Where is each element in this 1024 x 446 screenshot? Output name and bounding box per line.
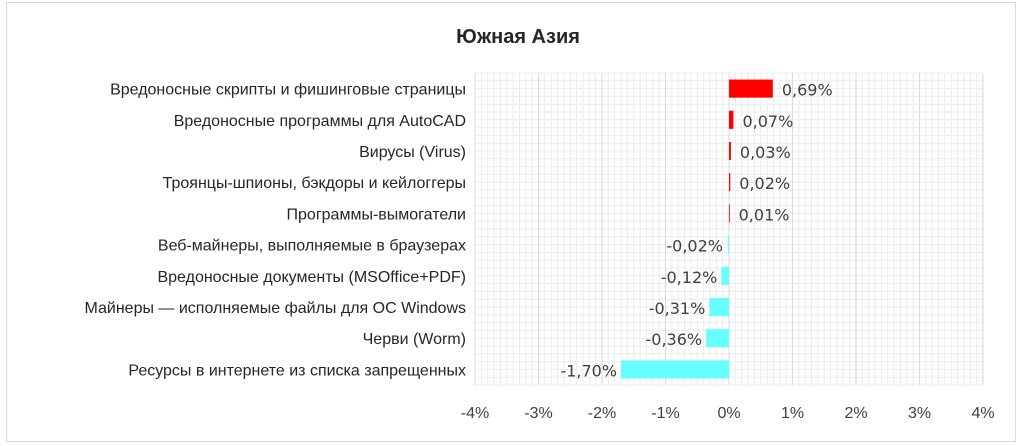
category-label: Майнеры — исполняемые файлы для ОС Windo… (84, 300, 466, 317)
value-label: -0,36% (646, 330, 703, 349)
x-tick-label: -4% (461, 405, 489, 422)
bar (729, 173, 731, 192)
x-tick-label: -3% (524, 405, 552, 422)
x-tick-label: -2% (588, 405, 616, 422)
value-label: -1,70% (560, 361, 617, 380)
bar (621, 360, 729, 379)
category-label: Вредоносные скрипты и фишинговые страниц… (110, 82, 466, 99)
bar (729, 204, 730, 223)
value-label: 0,03% (740, 143, 791, 162)
chart-value-labels: 0,69% 0,07% 0,03% 0,02% 0,01% -0,02% -0,12% -0,… (560, 81, 832, 381)
x-tick-label: 1% (781, 405, 804, 422)
bar (729, 79, 773, 98)
bar (721, 266, 729, 285)
value-label: -0,31% (649, 299, 706, 318)
bar (729, 110, 734, 129)
category-label: Черви (Worm) (363, 331, 466, 348)
value-label: 0,02% (739, 174, 790, 193)
value-label: 0,69% (782, 81, 833, 100)
category-label: Троянцы-шпионы, бэкдоры и кейлоггеры (163, 175, 466, 192)
chart-bars (621, 79, 773, 379)
category-label: Ресурсы в интернете из списка запрещенны… (128, 362, 466, 379)
chart-title: Южная Азия (456, 26, 580, 48)
bar (706, 329, 729, 348)
bar (729, 141, 731, 161)
value-label: -0,02% (666, 237, 723, 256)
category-label: Вредоносные программы для AutoCAD (174, 113, 466, 130)
chart-category-labels: Вредоносные скрипты и фишинговые страниц… (84, 82, 466, 380)
category-label: Вредоносные документы (MSOffice+PDF) (157, 269, 466, 286)
chart-frame (6, 2, 1016, 442)
value-label: -0,12% (661, 268, 718, 287)
bar (727, 235, 729, 254)
chart-x-ticks: -4% -3% -2% -1% 0% 1% 2% 3% 4% (461, 405, 995, 422)
category-label: Вирусы (Virus) (359, 144, 466, 161)
bar (709, 297, 729, 317)
value-label: 0,01% (739, 205, 790, 224)
x-tick-label: 4% (971, 405, 994, 422)
value-label: 0,07% (742, 112, 793, 131)
category-label: Веб-майнеры, выполняемые в браузерах (158, 238, 466, 255)
x-tick-label: -1% (651, 405, 679, 422)
x-tick-label: 3% (908, 405, 931, 422)
category-label: Программы-вымогатели (287, 206, 466, 223)
x-tick-label: 2% (844, 405, 867, 422)
x-tick-label: 0% (717, 405, 740, 422)
